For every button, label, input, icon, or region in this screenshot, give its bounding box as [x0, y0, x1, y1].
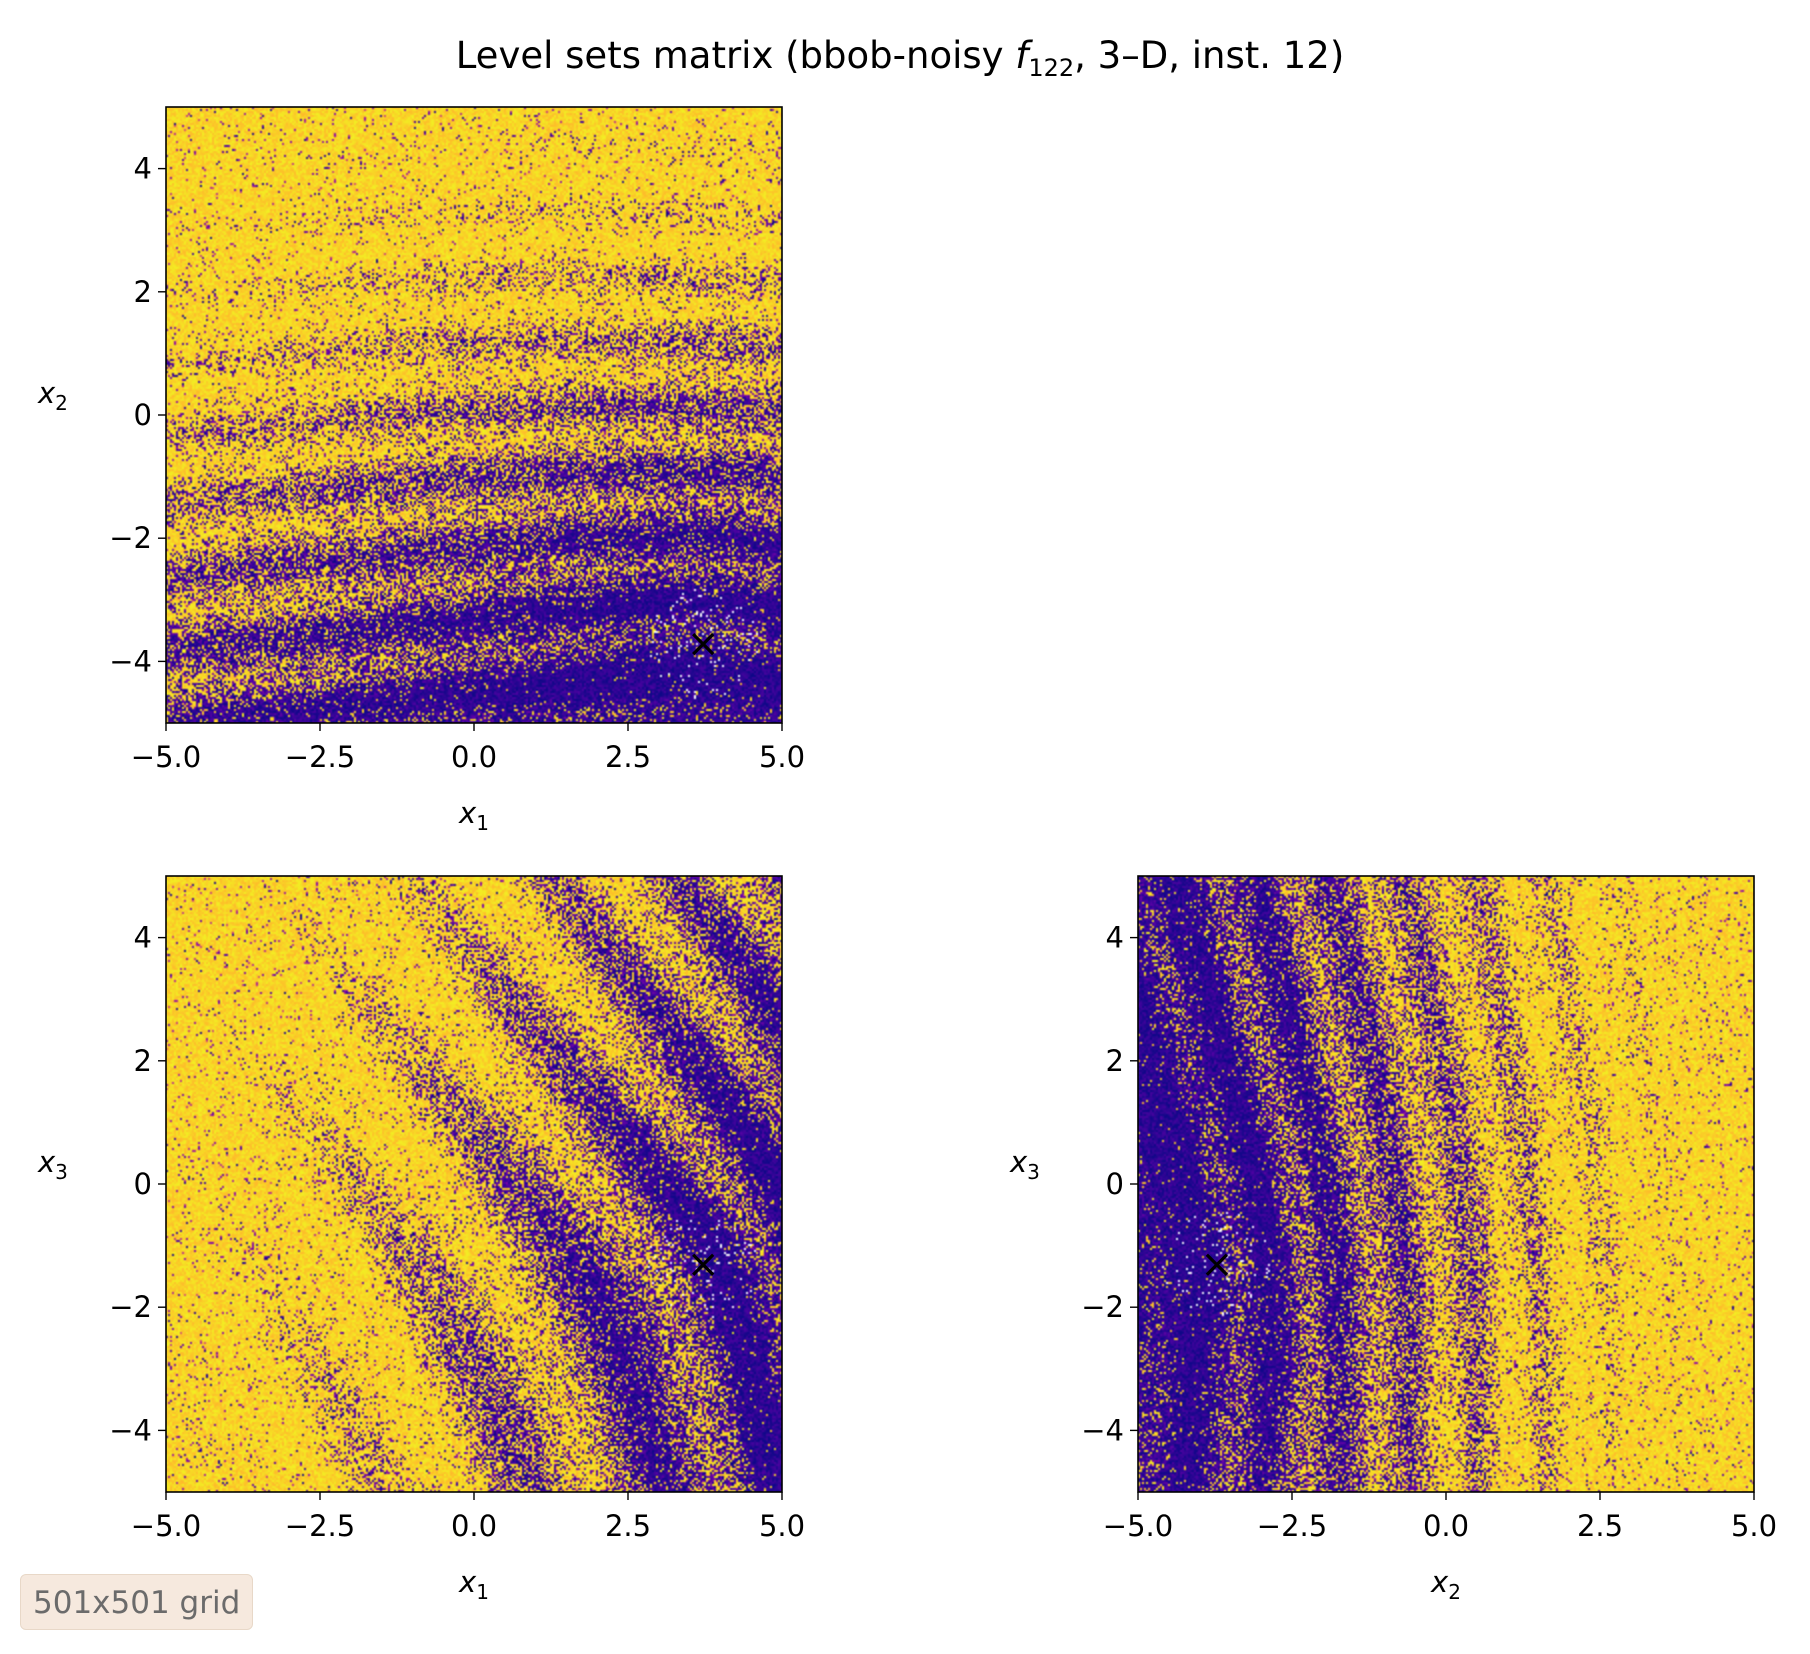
x-tick-label: 2.5	[605, 740, 651, 774]
x-tick-label: −5.0	[131, 740, 201, 774]
x-tick-label: 5.0	[759, 740, 805, 774]
y-tick-label: 0	[1106, 1167, 1124, 1201]
y-tick-label: −2	[1081, 1290, 1124, 1324]
y-axis-label: x3	[1009, 1145, 1040, 1184]
x-axis-label: x1	[458, 1565, 489, 1604]
x-tick-label: 0.0	[451, 1509, 497, 1543]
y-axis-label: x3	[37, 1145, 68, 1184]
x-tick-label: 0.0	[451, 740, 497, 774]
x-tick-label: 5.0	[759, 1509, 805, 1543]
x-tick-label: −5.0	[131, 1509, 201, 1543]
x-axis-label: x2	[1430, 1565, 1461, 1604]
y-tick-label: −2	[109, 1290, 152, 1324]
y-tick-label: 4	[1106, 921, 1124, 955]
x-axis-label: x1	[458, 796, 489, 835]
heatmap-x2-x3	[1138, 876, 1754, 1492]
panel-x1-x3: −5.0 −2.5 0.0 2.5 5.0 −4 −2 0 2 4 x1 x3	[37, 875, 805, 1604]
x-tick-label: −2.5	[285, 1509, 355, 1543]
y-tick-label: 2	[1106, 1044, 1124, 1078]
y-tick-label: 0	[134, 1167, 152, 1201]
x-tick-label: −5.0	[1103, 1509, 1173, 1543]
x-tick-label: 2.5	[1577, 1509, 1623, 1543]
panel-x2-x3: −5.0 −2.5 0.0 2.5 5.0 −4 −2 0 2 4 x2 x3	[1009, 875, 1777, 1604]
y-tick-label: −2	[109, 521, 152, 555]
x-tick-label: 0.0	[1423, 1509, 1469, 1543]
y-tick-label: −4	[109, 644, 152, 678]
x-tick-label: 2.5	[605, 1509, 651, 1543]
x-tick-label: −2.5	[285, 740, 355, 774]
optimum-marker	[692, 633, 715, 656]
heatmap-x1-x2	[166, 107, 782, 723]
y-tick-label: 2	[134, 275, 152, 309]
y-tick-label: 4	[134, 921, 152, 955]
optimum-marker	[1205, 1253, 1228, 1276]
y-axis-label: x2	[37, 376, 68, 415]
panels: −5.0 −2.5 0.0 2.5 5.0 −4 −2 0 2 4 x1 x2 −5.0 −2.5 0.0 2…	[37, 106, 1777, 1604]
y-tick-label: 0	[134, 398, 152, 432]
y-tick-label: −4	[109, 1413, 152, 1447]
grid-size-badge: 501x501 grid	[20, 1574, 254, 1630]
panel-x1-x2: −5.0 −2.5 0.0 2.5 5.0 −4 −2 0 2 4 x1 x2	[37, 106, 805, 835]
figure-title: Level sets matrix (bbob-noisy f122, 3–D,…	[456, 34, 1345, 82]
x-tick-label: −2.5	[1257, 1509, 1327, 1543]
y-tick-label: −4	[1081, 1413, 1124, 1447]
y-tick-label: 2	[134, 1044, 152, 1078]
x-tick-label: 5.0	[1731, 1509, 1777, 1543]
heatmap-x1-x3	[166, 876, 782, 1492]
y-tick-label: 4	[134, 152, 152, 186]
optimum-marker	[692, 1253, 715, 1276]
